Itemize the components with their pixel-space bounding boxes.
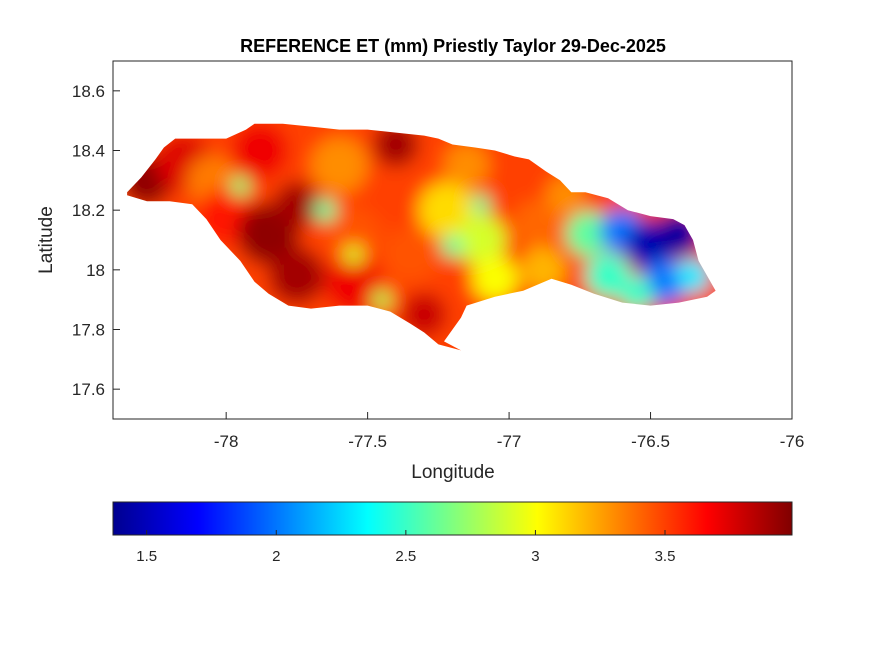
field-cell-17 <box>455 214 507 266</box>
x-axis-label: Longitude <box>411 462 494 483</box>
y-tick-label: 18.6 <box>72 82 105 101</box>
field-cell-31 <box>313 198 337 222</box>
field-cell-6 <box>268 247 326 305</box>
colorbar-tick-label: 1.5 <box>136 548 157 565</box>
field-cell-24 <box>585 253 631 299</box>
field-cell-35 <box>470 194 491 215</box>
field-cell-32 <box>230 176 251 197</box>
y-axis: 17.6 17.8 18 18.2 18.4 18.6 <box>72 82 120 399</box>
colorbar-tick-label: 3.5 <box>655 548 676 565</box>
colorbar <box>112 501 793 536</box>
colorbar-tick-label: 3 <box>531 548 539 565</box>
field-cell-33 <box>371 289 392 310</box>
colorbar-tick-label: 2 <box>272 548 280 565</box>
field-cell-13 <box>381 226 439 284</box>
field-cell-34 <box>441 234 464 258</box>
field-cell-9 <box>325 205 382 263</box>
field-cell-29 <box>676 258 710 293</box>
field-cell-4 <box>231 123 289 179</box>
field-cell-8 <box>311 137 368 194</box>
field-cell-16 <box>444 142 490 188</box>
field-cell-30 <box>619 276 654 311</box>
colorbar-tick-label: 2.5 <box>395 548 416 565</box>
field-cell-27 <box>642 259 688 305</box>
field-cell-18 <box>472 256 518 302</box>
y-tick-label: 18.4 <box>72 142 105 161</box>
field-cell-19 <box>486 157 532 203</box>
x-tick-label: -77.5 <box>348 432 387 451</box>
x-tick-label: -76 <box>780 432 805 451</box>
field-cell-10 <box>325 256 382 314</box>
field-cell-7 <box>274 181 320 227</box>
x-tick-label: -76.5 <box>631 432 670 451</box>
x-axis: -78 -77.5 -77 -76.5 -76 <box>214 412 804 451</box>
field-cell-20 <box>511 199 563 251</box>
field-cell-23 <box>565 211 611 257</box>
field-cell-11 <box>359 172 405 218</box>
y-tick-label: 18.2 <box>72 201 105 220</box>
field-cell-36 <box>343 245 364 265</box>
colorbar-ticks: 1.5 2 2.5 3 3.5 <box>136 530 675 565</box>
x-tick-label: -78 <box>214 432 239 451</box>
y-tick-label: 17.8 <box>72 321 105 340</box>
y-axis-label: Latitude <box>36 206 57 274</box>
x-tick-label: -77 <box>497 432 522 451</box>
y-tick-label: 18 <box>86 261 105 280</box>
chart-title: REFERENCE ET (mm) Priestly Taylor 29-Dec… <box>240 36 666 56</box>
y-tick-label: 17.6 <box>72 380 105 399</box>
